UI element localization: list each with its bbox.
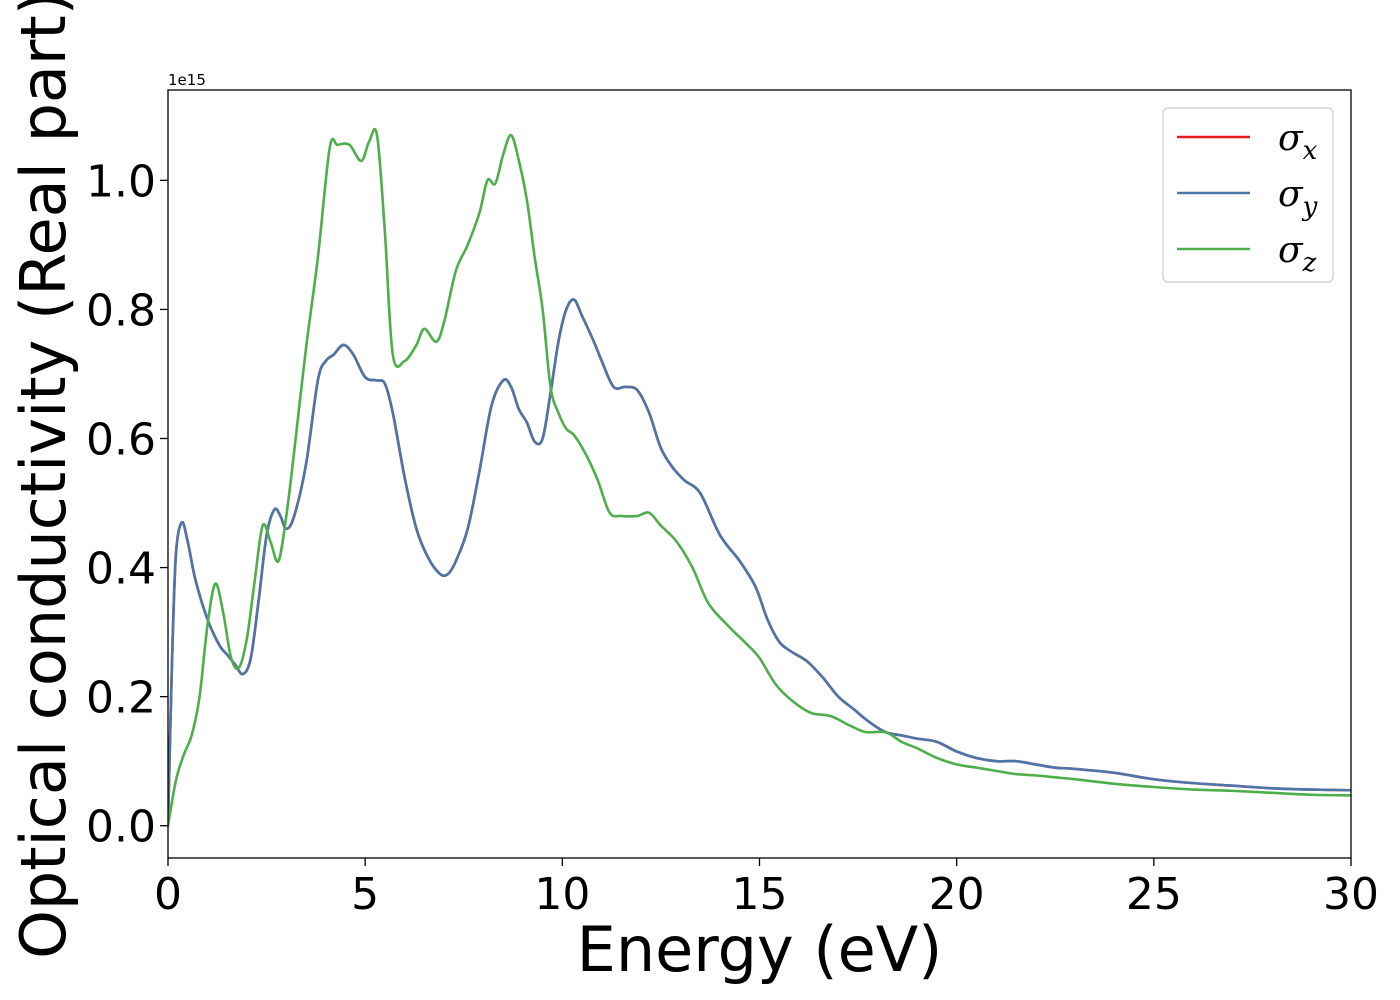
x-tick-label: 10: [534, 869, 590, 920]
legend-item-y: σy: [1177, 174, 1318, 222]
y-tick-label: 0.4: [86, 544, 156, 595]
series-line-x: [168, 298, 1351, 828]
y-axis-title: Optical conductivity (Real part): [7, 0, 80, 959]
x-tick-label: 20: [929, 869, 985, 920]
x-tick-label: 15: [732, 869, 788, 920]
y-tick-label: 0.0: [86, 802, 156, 853]
series-line-y: [168, 298, 1351, 828]
x-tick-label: 0: [154, 869, 182, 920]
legend: σx σy σz: [1162, 107, 1334, 283]
y-tick-label: 0.8: [86, 285, 156, 336]
legend-box: [1162, 107, 1334, 283]
legend-item-z: σz: [1177, 230, 1317, 278]
legend-item-x: σx: [1177, 118, 1318, 166]
x-axis-title: Energy (eV): [577, 913, 943, 986]
series-layer: [168, 127, 1351, 828]
x-tick-label: 30: [1323, 869, 1379, 920]
legend-label-x: σx: [1278, 118, 1318, 166]
legend-label-z: σz: [1278, 230, 1317, 278]
series-line-z: [168, 127, 1351, 828]
ticks-layer: 0 5 10 15 20 25 30 0.0 0.2 0.4 0.6 0.8 1.0: [86, 156, 1379, 920]
y-offset-label: 1e15: [168, 71, 206, 89]
x-tick-label: 25: [1126, 869, 1182, 920]
x-tick-label: 5: [351, 869, 379, 920]
y-tick-label: 0.2: [86, 673, 156, 724]
legend-label-y: σy: [1278, 174, 1318, 222]
legend-items: σx σy σz: [1177, 118, 1318, 278]
y-tick-label: 1.0: [86, 156, 156, 207]
y-tick-label: 0.6: [86, 415, 156, 466]
